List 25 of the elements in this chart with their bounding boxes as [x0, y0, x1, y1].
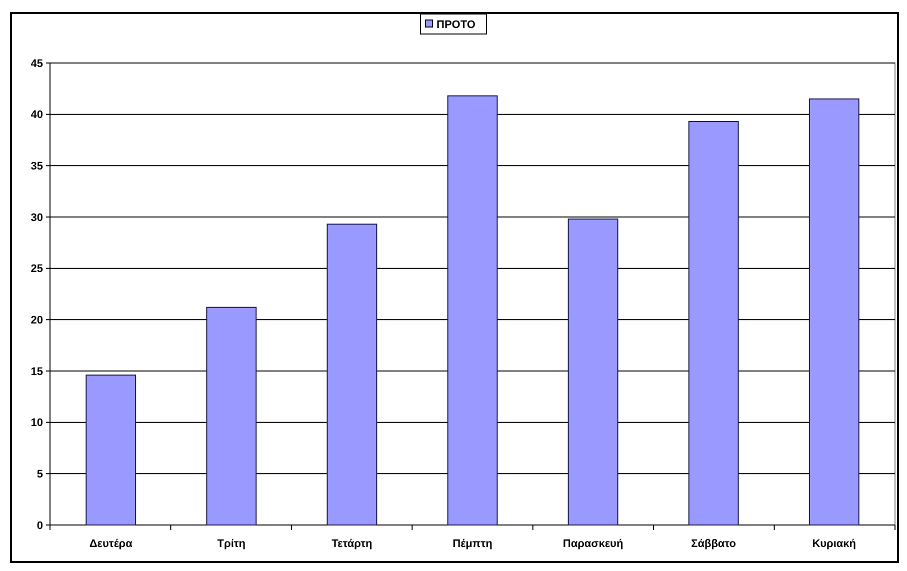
y-tick-label: 10 — [30, 417, 43, 430]
y-tick-label: 45 — [30, 58, 43, 70]
y-tick-label: 25 — [30, 263, 43, 276]
y-tick-label: 20 — [30, 314, 43, 327]
bar — [447, 95, 498, 526]
bar — [808, 98, 860, 526]
bar — [206, 306, 257, 526]
x-tick-label: Τρίτη — [217, 538, 246, 550]
y-tick-label: 40 — [30, 109, 43, 122]
x-tick-label: Τετάρτη — [332, 538, 373, 550]
x-tick-label: Παρασκευή — [562, 538, 624, 550]
x-tick-label: Δευτέρα — [89, 538, 133, 550]
bar — [688, 121, 739, 526]
y-tick-label: 35 — [30, 160, 43, 173]
x-tick-label: Κυριακή — [812, 538, 856, 550]
y-tick-label: 15 — [30, 366, 43, 378]
bar — [326, 224, 378, 526]
y-tick-label: 0 — [36, 520, 43, 532]
x-tick-label: Σάββατο — [691, 538, 736, 550]
y-tick-label: 30 — [30, 212, 43, 224]
y-tick-label: 5 — [36, 468, 43, 481]
x-tick-label: Πέμπτη — [452, 538, 493, 550]
legend-label: ΠΡΟΤΟ — [436, 18, 476, 31]
bar — [86, 374, 136, 526]
bar — [568, 218, 618, 526]
